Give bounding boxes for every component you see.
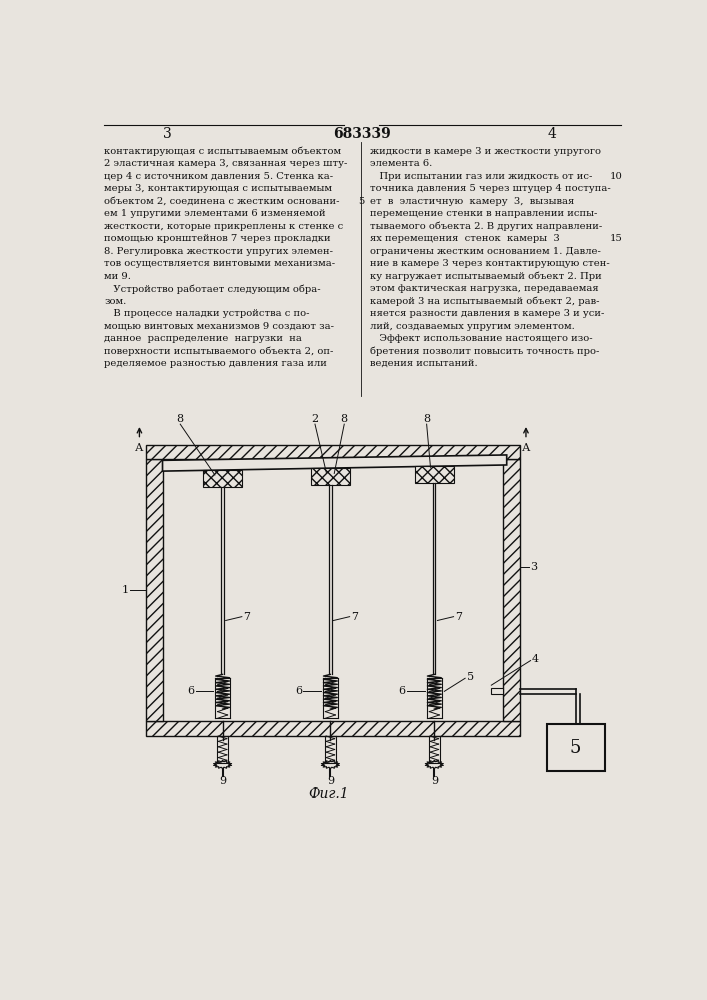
Text: тываемого объекта 2. В других направлени-: тываемого объекта 2. В других направлени… [370,222,602,231]
Text: А: А [522,443,530,453]
Text: ределяемое разностью давления газа или: ределяемое разностью давления газа или [104,359,327,368]
Text: жидкости в камере 3 и жесткости упругого: жидкости в камере 3 и жесткости упругого [370,147,602,156]
Text: 5: 5 [358,197,364,206]
Text: 5: 5 [467,672,474,682]
Text: элемента 6.: элемента 6. [370,159,433,168]
Text: ку нагружает испытываемый объект 2. При: ку нагружает испытываемый объект 2. При [370,272,602,281]
Text: мощью винтовых механизмов 9 создают за-: мощью винтовых механизмов 9 создают за- [104,322,334,331]
Bar [503,459,520,721]
Text: бретения позволит повысить точность про-: бретения позволит повысить точность про- [370,347,600,356]
Text: 9: 9 [431,776,438,786]
Text: ми 9.: ми 9. [104,272,131,281]
Bar [311,468,350,485]
Text: 1: 1 [122,585,129,595]
Text: объектом 2, соединена с жестким основани-: объектом 2, соединена с жестким основани… [104,197,339,206]
Text: 6: 6 [399,686,406,696]
Text: 7: 7 [455,612,462,622]
Text: поверхности испытываемого объекта 2, оп-: поверхности испытываемого объекта 2, оп- [104,347,334,356]
Text: камерой 3 на испытываемый объект 2, рав-: камерой 3 на испытываемый объект 2, рав- [370,297,600,306]
Text: 8. Регулировка жесткости упругих элемен-: 8. Регулировка жесткости упругих элемен- [104,247,333,256]
Text: Устройство работает следующим обра-: Устройство работает следующим обра- [104,284,321,294]
Text: 4: 4 [532,654,539,664]
Text: 8: 8 [341,414,348,424]
Text: 7: 7 [243,612,250,622]
Text: ем 1 упругими элементами 6 изменяемой: ем 1 упругими элементами 6 изменяемой [104,209,326,218]
Text: 8: 8 [177,414,184,424]
Text: няется разности давления в камере 3 и уси-: няется разности давления в камере 3 и ус… [370,309,604,318]
Text: 5: 5 [570,739,581,757]
Text: ях перемещения  стенок  камеры  3: ях перемещения стенок камеры 3 [370,234,560,243]
Text: тов осуществляется винтовыми механизма-: тов осуществляется винтовыми механизма- [104,259,335,268]
Bar [204,470,242,487]
Text: В процессе наладки устройства с по-: В процессе наладки устройства с по- [104,309,310,318]
Text: Эффект использование настоящего изо-: Эффект использование настоящего изо- [370,334,593,343]
Bar [146,445,520,459]
Text: 9: 9 [327,776,334,786]
Text: контактирующая с испытываемым объектом: контактирующая с испытываемым объектом [104,147,341,156]
Text: ограничены жестким основанием 1. Давле-: ограничены жестким основанием 1. Давле- [370,247,601,256]
Text: этом фактическая нагрузка, передаваемая: этом фактическая нагрузка, передаваемая [370,284,599,293]
Polygon shape [163,455,507,471]
Text: ет  в  эластичную  камеру  3,  вызывая: ет в эластичную камеру 3, вызывая [370,197,575,206]
Text: 3: 3 [163,127,172,141]
Bar [146,459,163,721]
Text: 2: 2 [311,414,319,424]
Bar [146,721,520,736]
Text: 15: 15 [610,234,623,243]
Text: Фиг.1: Фиг.1 [308,787,349,801]
Text: помощью кронштейнов 7 через прокладки: помощью кронштейнов 7 через прокладки [104,234,331,243]
Text: жесткости, которые прикреплены к стенке с: жесткости, которые прикреплены к стенке … [104,222,344,231]
Text: перемещение стенки в направлении испы-: перемещение стенки в направлении испы- [370,209,598,218]
Bar [415,466,454,483]
Text: 8: 8 [423,414,430,424]
Text: При испытании газ или жидкость от ис-: При испытании газ или жидкость от ис- [370,172,592,181]
Text: цер 4 с источником давления 5. Стенка ка-: цер 4 с источником давления 5. Стенка ка… [104,172,333,181]
Text: 3: 3 [530,562,538,572]
Text: данное  распределение  нагрузки  на: данное распределение нагрузки на [104,334,302,343]
Bar [491,688,503,694]
Text: лий, создаваемых упругим элементом.: лий, создаваемых упругим элементом. [370,322,575,331]
Text: 7: 7 [351,612,358,622]
Text: 10: 10 [610,172,623,181]
Text: А: А [135,443,144,453]
Text: точника давления 5 через штуцер 4 поступа-: точника давления 5 через штуцер 4 поступ… [370,184,611,193]
Text: 6: 6 [295,686,302,696]
Text: 683339: 683339 [333,127,391,141]
Text: 9: 9 [219,776,226,786]
Text: ведения испытаний.: ведения испытаний. [370,359,478,368]
Text: меры 3, контактирующая с испытываемым: меры 3, контактирующая с испытываемым [104,184,332,193]
Text: 4: 4 [548,127,556,141]
Text: 2 эластичная камера 3, связанная через шту-: 2 эластичная камера 3, связанная через ш… [104,159,347,168]
Text: ние в камере 3 через контактирующую стен-: ние в камере 3 через контактирующую стен… [370,259,610,268]
Text: 6: 6 [187,686,194,696]
Bar [547,724,604,771]
Text: зом.: зом. [104,297,127,306]
